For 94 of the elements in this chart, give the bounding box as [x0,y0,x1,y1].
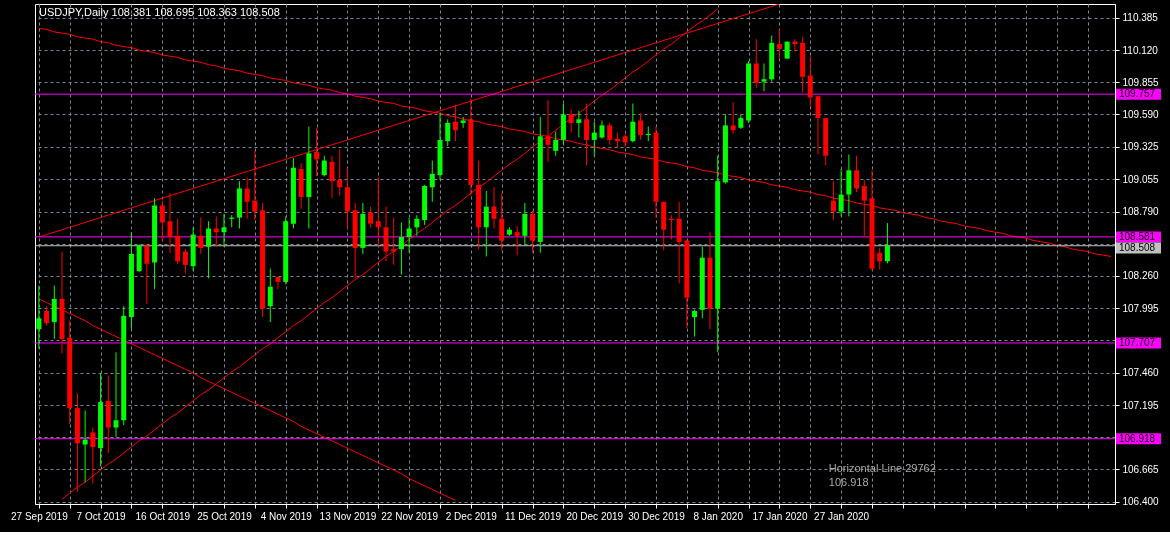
candlestick [622,133,628,148]
chart-title: USDJPY,Daily 108.381 108.695 108.363 108.508 [39,6,280,18]
candlestick [391,217,397,266]
x-tick-label: 2 Dec 2019 [445,510,498,522]
candlestick [252,150,258,221]
x-tick-label: 11 Dec 2019 [505,510,562,522]
candlestick [607,122,613,146]
candlestick [884,222,890,264]
candlestick [398,221,404,276]
ref-line-label: 106.918 [1119,432,1156,444]
candlestick [807,55,813,108]
candlestick [730,101,736,135]
candlestick [483,190,489,257]
candlestick [221,213,227,248]
y-tick-label: 108.790 [1122,206,1160,218]
candlestick [198,217,204,255]
candlestick [414,214,420,237]
x-tick-label: 30 Dec 2019 [628,510,686,522]
candlestick [36,285,42,350]
x-tick-label: 4 Nov 2019 [260,510,313,522]
x-tick-label: 8 Jan 2020 [693,510,744,522]
candlestick [159,200,165,243]
candlestick [854,155,860,193]
y-tick-label: 109.855 [1122,76,1160,88]
y-tick-label: 109.325 [1122,141,1160,153]
candlestick [861,179,867,238]
candlestick [522,202,528,246]
candlestick [368,206,374,228]
candlestick [429,160,435,203]
x-tick-label: 20 Dec 2019 [566,510,624,522]
ref-line-label: 108.581 [1119,230,1156,242]
x-tick-label: 13 Nov 2019 [319,510,377,522]
candlestick [321,155,327,177]
x-tick-label: 22 Nov 2019 [381,510,439,522]
candlestick [599,120,605,140]
candlestick [553,130,559,157]
y-tick-label: 107.195 [1122,399,1160,411]
y-tick-label: 106.665 [1122,463,1160,475]
ref-line-label: 108.508 [1119,241,1156,253]
candlestick [51,285,57,340]
y-tick-label: 110.385 [1122,12,1159,24]
x-tick-label: 7 Oct 2019 [76,510,126,522]
y-tick-label: 110.120 [1122,44,1159,56]
annotation: 106.918 [828,476,869,488]
y-tick-label: 106.400 [1122,496,1160,508]
candlestick [314,127,320,177]
candlestick [90,427,96,484]
y-tick-label: 109.055 [1122,173,1160,185]
candlestick [877,247,883,271]
candlestick [545,99,551,163]
candlestick [244,177,250,220]
candlestick [638,112,644,141]
candlestick [584,103,590,166]
y-tick-label: 108.260 [1122,270,1160,282]
candlestick [815,95,821,155]
candlestick [576,110,582,138]
y-tick-label: 107.995 [1122,302,1160,314]
candlestick [591,121,597,157]
candlestick [406,217,412,254]
ref-line-label: 107.707 [1119,336,1156,348]
candlestick [499,192,505,251]
candlestick [776,28,782,60]
candlestick [337,149,343,197]
candlestick [514,225,520,256]
x-tick-label: 27 Sep 2019 [11,510,69,522]
candlestick [206,220,212,279]
candlestick [82,410,88,483]
candlestick [144,243,150,305]
candlestick [568,109,574,134]
y-tick-label: 107.460 [1122,367,1160,379]
candlestick [761,62,767,92]
candlestick [491,186,497,230]
candlestick [182,248,188,274]
candlestick [452,104,458,142]
candlestick [375,177,381,248]
candlestick [753,38,759,89]
x-tick-label: 27 Jan 2020 [814,510,870,522]
candlestick [676,201,682,284]
x-tick-label: 16 Oct 2019 [135,510,191,522]
candlestick [838,168,844,217]
candlestick [445,118,451,147]
candlestick [692,309,698,338]
ref-line-label: 109.757 [1119,88,1156,100]
candlestick [630,103,636,143]
candlestick [44,305,50,327]
candlestick [329,155,335,199]
candlestick [113,351,119,438]
candlestick [275,276,281,290]
annotation: Horizontal Line 29762 [828,462,936,474]
y-tick-label: 109.590 [1122,108,1160,120]
candlestick [267,268,273,323]
x-tick-label: 25 Oct 2019 [197,510,253,522]
x-tick-label: 17 Jan 2020 [752,510,808,522]
candlestick [830,180,836,221]
